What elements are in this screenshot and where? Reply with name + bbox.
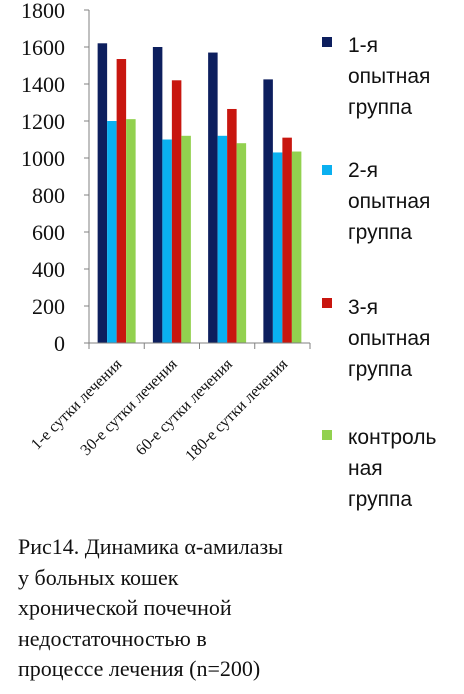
legend-swatch-group-2 xyxy=(322,165,332,175)
legend-swatch-control xyxy=(322,430,332,440)
y-axis-ticks: 0 200 400 600 800 1000 1200 1400 1600 1800 xyxy=(21,0,89,356)
bar xyxy=(171,80,182,344)
y-tick-label: 1600 xyxy=(21,35,65,60)
bar xyxy=(291,151,302,343)
bar xyxy=(97,43,108,344)
y-tick-label: 800 xyxy=(32,183,65,208)
x-tick-label: 30-е сутки лечения xyxy=(77,355,181,459)
bars xyxy=(97,43,302,344)
legend-label-group-3: 3-я опытная группа xyxy=(348,296,431,381)
y-tick-label: 600 xyxy=(32,220,65,245)
y-tick-label: 1200 xyxy=(21,109,65,134)
bar xyxy=(107,121,117,343)
bar xyxy=(263,79,273,343)
legend-label-control: контроль ная группа xyxy=(348,426,437,511)
bar xyxy=(272,152,283,343)
bar xyxy=(236,143,247,343)
legend-swatch-group-3 xyxy=(322,298,332,308)
y-tick-label: 200 xyxy=(32,294,65,319)
legend-label-group-2: 2-я опытная группа xyxy=(348,159,431,244)
legend: 1-я опытная группа 2-я опытная группа 3-… xyxy=(322,0,464,520)
bar xyxy=(162,139,172,343)
y-tick-label: 1800 xyxy=(21,0,65,23)
bar xyxy=(227,108,237,343)
y-tick-label: 0 xyxy=(54,331,65,356)
legend-swatch-group-1 xyxy=(322,37,332,47)
y-tick-label: 400 xyxy=(32,257,65,282)
chart-svg: 0 200 400 600 800 1000 1200 1400 1600 1800 1-е су… xyxy=(21,0,311,465)
bar xyxy=(126,119,136,344)
legend-label-group-1: 1-я опытная группа xyxy=(348,34,431,119)
bar xyxy=(152,47,163,343)
bar xyxy=(217,135,228,343)
x-tick-label: 1-е сутки лечения xyxy=(28,355,126,453)
y-tick-label: 1000 xyxy=(21,146,65,171)
bar xyxy=(116,59,127,344)
y-tick-label: 1400 xyxy=(21,72,65,97)
bar xyxy=(282,137,292,343)
figure-caption: Рис14. Динамика α-амилазы у больных коше… xyxy=(18,534,283,681)
axes xyxy=(84,10,311,349)
bar xyxy=(208,52,218,344)
x-tick-label: 60-е сутки лечения xyxy=(133,355,237,459)
bar-chart: 0 200 400 600 800 1000 1200 1400 1600 1800 1-е су… xyxy=(21,0,311,465)
x-tick-label: 180-е сутки лечения xyxy=(182,355,291,464)
bar xyxy=(181,135,191,343)
